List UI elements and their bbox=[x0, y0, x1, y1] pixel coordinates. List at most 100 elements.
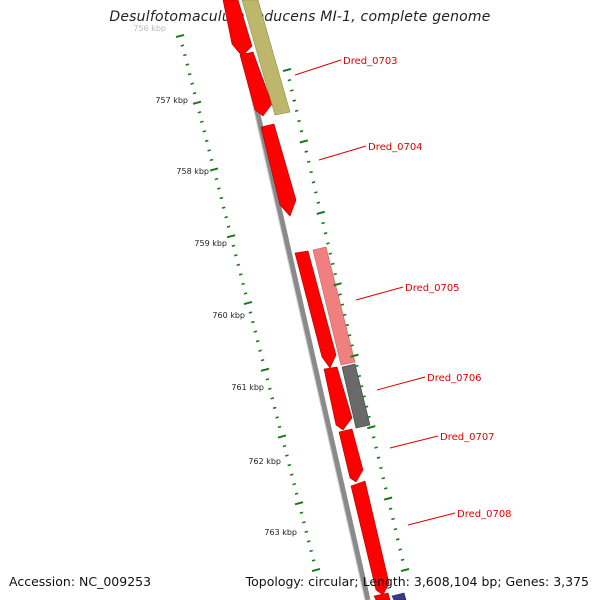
gene-arrow[interactable] bbox=[350, 480, 390, 596]
ruler-minor-tick bbox=[287, 463, 292, 467]
ruler-minor-tick bbox=[192, 92, 197, 95]
ruler-minor-tick bbox=[304, 150, 309, 153]
gene-label-dred-0703[interactable]: Dred_0703 bbox=[343, 56, 398, 67]
ruler-minor-tick bbox=[292, 99, 297, 102]
gene-label-dred-0708[interactable]: Dred_0708 bbox=[457, 509, 512, 520]
ruler-minor-tick bbox=[294, 109, 299, 113]
ruler-minor-tick bbox=[253, 330, 258, 333]
ruler-minor-tick bbox=[316, 201, 321, 204]
ruler-minor-tick bbox=[270, 397, 275, 400]
gene-block-navy[interactable] bbox=[391, 592, 407, 600]
ruler-tick-label: 763 kbp bbox=[264, 528, 297, 537]
ruler-minor-tick bbox=[221, 206, 226, 209]
gene-label-dred-0707[interactable]: Dred_0707 bbox=[440, 432, 495, 443]
ruler-minor-tick bbox=[275, 416, 279, 419]
ruler-minor-tick bbox=[207, 149, 211, 152]
ruler-minor-tick bbox=[231, 244, 236, 247]
ruler-minor-tick bbox=[219, 196, 224, 200]
ruler-major-tick bbox=[316, 210, 325, 215]
ruler-tick-label: 757 kbp bbox=[155, 96, 188, 105]
ruler-minor-tick bbox=[202, 130, 207, 133]
ruler-minor-tick bbox=[309, 170, 313, 174]
ruler-major-tick bbox=[383, 496, 393, 501]
ruler-minor-tick bbox=[294, 492, 299, 495]
ruler-minor-tick bbox=[268, 387, 272, 391]
ruler-minor-tick bbox=[260, 359, 265, 362]
ruler-minor-tick bbox=[362, 395, 366, 398]
ruler-tick-label: 760 kbp bbox=[212, 311, 245, 320]
ruler-minor-tick bbox=[398, 548, 402, 551]
ruler-minor-tick bbox=[381, 476, 386, 480]
gene-block-olive[interactable] bbox=[241, 0, 291, 116]
gene-arrow[interactable] bbox=[294, 250, 337, 369]
gene-arrow[interactable] bbox=[338, 428, 364, 483]
ruler-tick-label: 762 kbp bbox=[248, 457, 281, 466]
ruler-minor-tick bbox=[391, 517, 395, 521]
ruler-minor-tick bbox=[347, 334, 352, 337]
gene-block-pink[interactable] bbox=[312, 246, 356, 366]
ruler-minor-tick bbox=[321, 221, 325, 225]
ruler-tick-label: 759 kbp bbox=[194, 239, 227, 248]
ruler-minor-tick bbox=[190, 82, 194, 85]
ruler-minor-tick bbox=[376, 456, 381, 459]
ruler-major-tick bbox=[282, 67, 292, 73]
ruler-minor-tick bbox=[241, 282, 245, 286]
ruler-minor-tick bbox=[367, 415, 371, 419]
ruler-minor-tick bbox=[200, 120, 204, 124]
gene-arrow[interactable] bbox=[239, 51, 273, 117]
ruler-minor-tick bbox=[383, 487, 388, 490]
ruler-minor-tick bbox=[224, 215, 228, 219]
leader-line bbox=[376, 376, 426, 391]
ruler-major-tick bbox=[226, 234, 236, 239]
gene-arrow[interactable] bbox=[373, 592, 391, 600]
ruler-minor-tick bbox=[236, 263, 241, 267]
leader-line bbox=[407, 512, 456, 526]
ruler-major-tick bbox=[260, 367, 270, 372]
topology-text: Topology: circular; Length: 3,608,104 bp… bbox=[245, 574, 589, 589]
leader-line bbox=[389, 435, 439, 449]
ruler-minor-tick bbox=[309, 549, 313, 553]
ruler-minor-tick bbox=[314, 191, 318, 194]
ruler-minor-tick bbox=[304, 530, 309, 534]
ruler-minor-tick bbox=[234, 254, 238, 257]
ruler-minor-tick bbox=[326, 242, 330, 245]
genome-backbone-highlight bbox=[228, 0, 366, 600]
outer-track bbox=[241, 0, 407, 600]
ruler-minor-tick bbox=[355, 364, 359, 368]
ruler-minor-tick bbox=[226, 225, 231, 228]
ruler-minor-tick bbox=[287, 78, 292, 82]
ruler-minor-tick bbox=[395, 538, 400, 541]
ruler-minor-tick bbox=[183, 53, 187, 57]
gene-arrow[interactable] bbox=[260, 123, 297, 217]
ruler-minor-tick bbox=[333, 272, 337, 276]
ruler-major-tick bbox=[209, 167, 219, 172]
gene-label-dred-0705[interactable]: Dred_0705 bbox=[405, 283, 460, 294]
accession-text: Accession: NC_009253 bbox=[9, 574, 152, 589]
gene-label-dred-0706[interactable]: Dred_0706 bbox=[427, 373, 482, 384]
ruler-major-tick bbox=[333, 282, 342, 287]
ruler-tick-label: 756 kbp bbox=[133, 24, 166, 33]
gene-arrow[interactable] bbox=[222, 0, 253, 57]
ruler-major-tick bbox=[367, 425, 376, 430]
ruler-major-tick bbox=[243, 300, 253, 306]
ruler-minor-tick bbox=[272, 406, 277, 410]
gene-block-gray[interactable] bbox=[341, 363, 371, 429]
ruler-minor-tick bbox=[277, 425, 282, 429]
ruler-minor-tick bbox=[265, 378, 270, 381]
ruler-minor-tick bbox=[290, 89, 294, 92]
ruler-major-tick bbox=[192, 100, 202, 105]
ruler-minor-tick bbox=[311, 559, 316, 562]
gene-label-dred-0704[interactable]: Dred_0704 bbox=[368, 142, 423, 153]
ruler-minor-tick bbox=[374, 446, 378, 449]
ruler-minor-tick bbox=[330, 262, 335, 266]
ruler-minor-tick bbox=[285, 454, 289, 457]
ruler-minor-tick bbox=[299, 511, 304, 514]
ruler-major-tick bbox=[299, 139, 309, 144]
ruler-major-tick bbox=[175, 33, 185, 39]
gene-arrow[interactable] bbox=[323, 366, 353, 431]
ruler-minor-tick bbox=[342, 313, 347, 317]
ruler-minor-tick bbox=[251, 320, 255, 324]
leader-line bbox=[355, 286, 404, 301]
ruler-major-tick bbox=[400, 567, 410, 573]
